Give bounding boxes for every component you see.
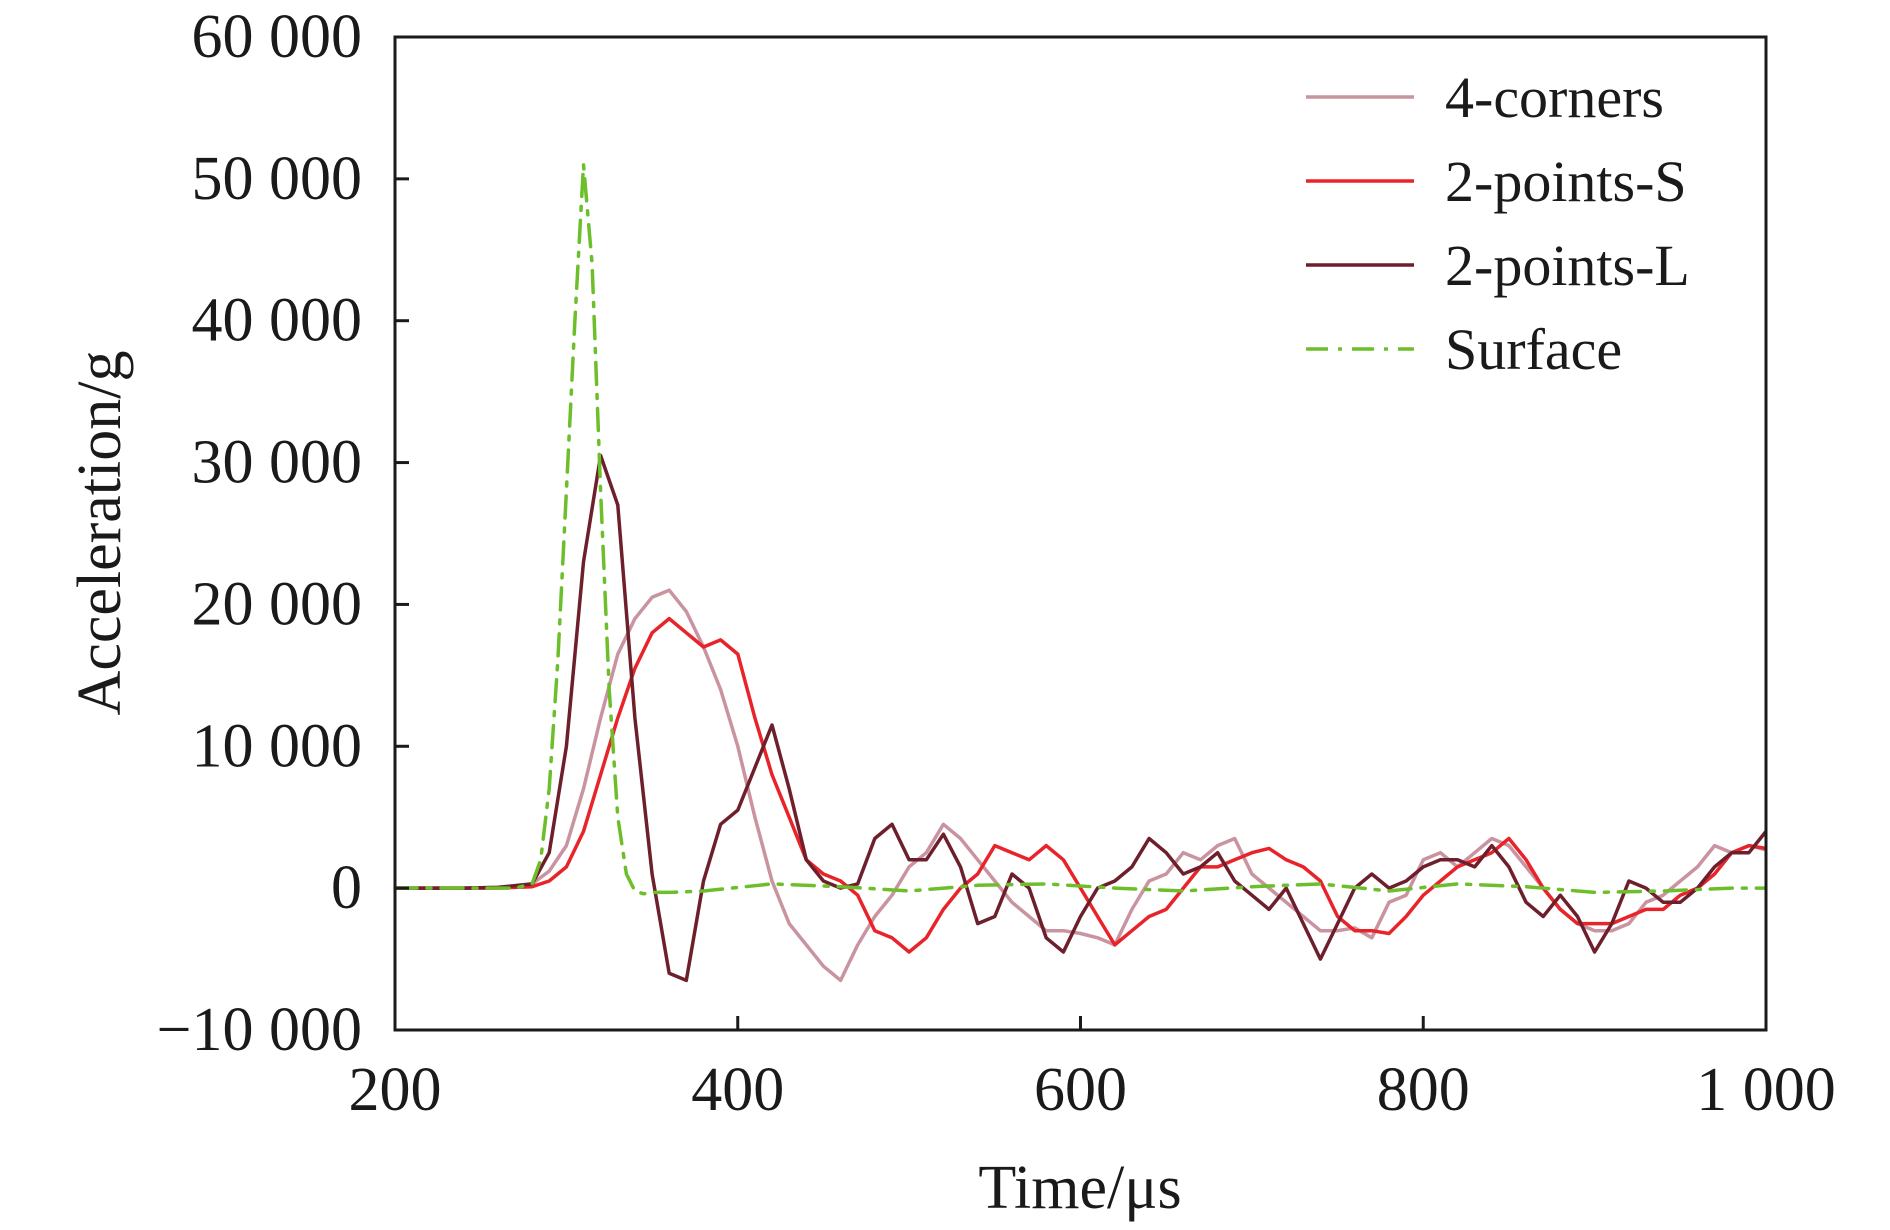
axes-layer: 200 400 600 800 1 000 −10 000 0 10 000 20 000 30 … — [157, 3, 1836, 1124]
legend-label: 4-corners — [1445, 65, 1664, 130]
legend-label: 2-points-L — [1445, 233, 1690, 298]
series-layer — [395, 162, 1766, 983]
x-tick-label: 200 — [349, 1056, 442, 1124]
y-tick-label: 60 000 — [192, 3, 363, 71]
x-tick-label: 400 — [691, 1056, 784, 1124]
series-line-2-points-l — [395, 453, 1766, 983]
legend-label: 2-points-S — [1445, 149, 1687, 214]
y-tick-label: 0 — [331, 854, 362, 922]
series-line-surface — [395, 162, 1766, 896]
x-tick-label: 1 000 — [1696, 1056, 1836, 1124]
series-line-2-points-s — [395, 616, 1766, 954]
x-tick-label: 600 — [1034, 1056, 1127, 1124]
y-tick-label: 30 000 — [192, 429, 363, 497]
y-tick-label: 40 000 — [192, 287, 363, 355]
series-line-4-corners — [395, 588, 1766, 983]
y-axis-title: Acceleration/g — [66, 351, 134, 716]
y-tick-label: 10 000 — [192, 712, 363, 780]
x-tick-label: 800 — [1377, 1056, 1470, 1124]
y-tick-label: 20 000 — [192, 570, 363, 638]
legend: 4-corners 2-points-S 2-points-L Surface — [1306, 65, 1690, 382]
y-tick-label: −10 000 — [157, 996, 362, 1064]
x-axis-title: Time/μs — [978, 1154, 1181, 1222]
legend-label: Surface — [1445, 317, 1622, 382]
y-tick-label: 50 000 — [192, 145, 363, 213]
